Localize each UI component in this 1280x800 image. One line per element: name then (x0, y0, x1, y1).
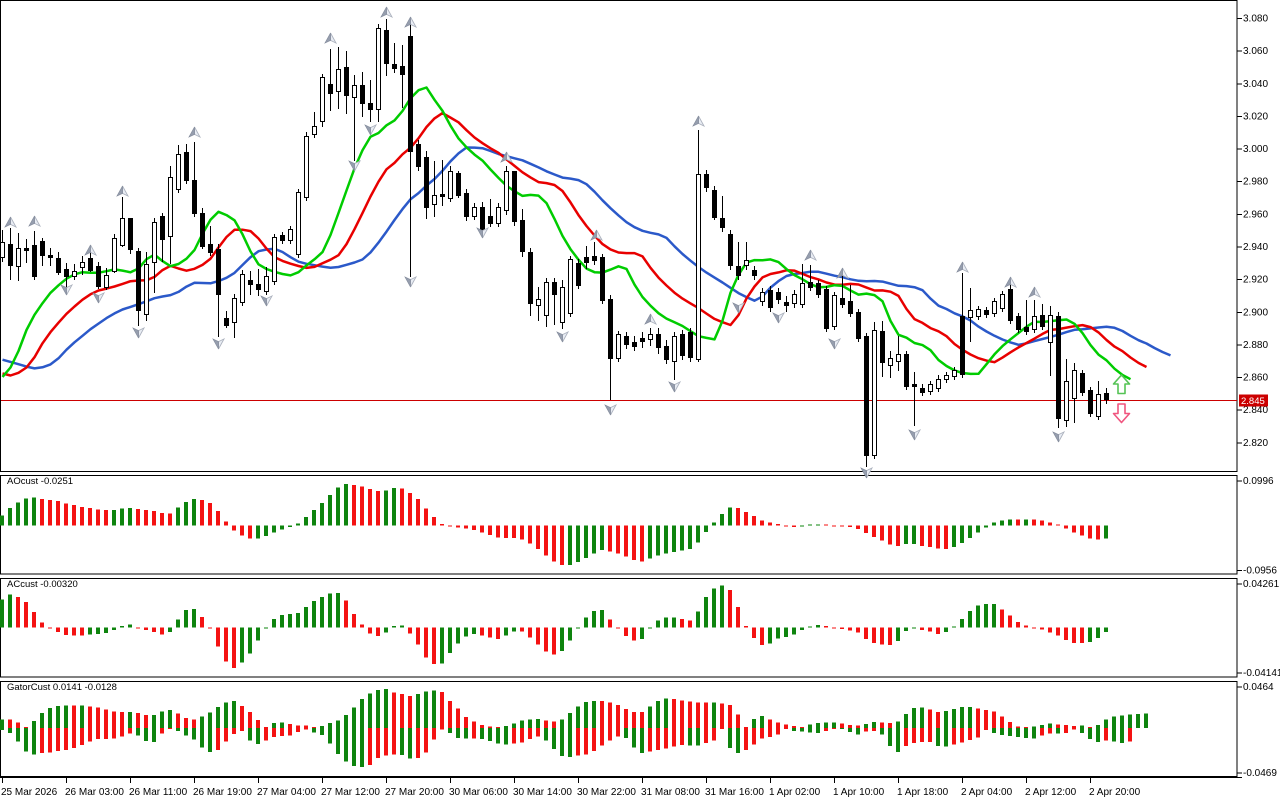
svg-text:2.820: 2.820 (1243, 438, 1268, 449)
svg-text:26 Mar 03:00: 26 Mar 03:00 (65, 787, 124, 798)
svg-text:AOcust -0.0251: AOcust -0.0251 (7, 476, 73, 487)
svg-text:2 Apr 20:00: 2 Apr 20:00 (1089, 787, 1141, 798)
svg-text:-0.0469: -0.0469 (1243, 768, 1277, 779)
svg-text:-0.0956: -0.0956 (1243, 566, 1277, 577)
svg-text:2.960: 2.960 (1243, 209, 1268, 220)
svg-text:-0.04141: -0.04141 (1243, 668, 1280, 679)
svg-text:27 Mar 20:00: 27 Mar 20:00 (385, 787, 444, 798)
svg-text:2.845: 2.845 (1241, 396, 1265, 407)
svg-text:2.920: 2.920 (1243, 275, 1268, 286)
svg-text:3.020: 3.020 (1243, 111, 1268, 122)
svg-text:3.040: 3.040 (1243, 79, 1268, 90)
svg-text:1 Apr 10:00: 1 Apr 10:00 (833, 787, 885, 798)
svg-text:31 Mar 16:00: 31 Mar 16:00 (705, 787, 764, 798)
svg-text:26 Mar 11:00: 26 Mar 11:00 (129, 787, 188, 798)
svg-text:1 Apr 18:00: 1 Apr 18:00 (897, 787, 949, 798)
svg-text:0.0996: 0.0996 (1243, 476, 1274, 487)
svg-text:31 Mar 08:00: 31 Mar 08:00 (641, 787, 700, 798)
svg-text:26 Mar 19:00: 26 Mar 19:00 (193, 787, 252, 798)
svg-text:27 Mar 04:00: 27 Mar 04:00 (257, 787, 316, 798)
svg-text:27 Mar 12:00: 27 Mar 12:00 (321, 787, 380, 798)
svg-text:0.04261: 0.04261 (1243, 579, 1280, 590)
svg-text:2.940: 2.940 (1243, 242, 1268, 253)
svg-text:30 Mar 14:00: 30 Mar 14:00 (513, 787, 572, 798)
svg-text:2 Apr 12:00: 2 Apr 12:00 (1025, 787, 1077, 798)
svg-text:30 Mar 06:00: 30 Mar 06:00 (449, 787, 508, 798)
svg-text:2.840: 2.840 (1243, 405, 1268, 416)
svg-text:3.060: 3.060 (1243, 46, 1268, 57)
svg-text:25 Mar 2026: 25 Mar 2026 (1, 787, 58, 798)
svg-text:ACcust -0.00320: ACcust -0.00320 (7, 579, 78, 590)
svg-text:3.080: 3.080 (1243, 14, 1268, 25)
svg-text:3.000: 3.000 (1243, 144, 1268, 155)
svg-text:2 Apr 04:00: 2 Apr 04:00 (961, 787, 1013, 798)
svg-text:2.980: 2.980 (1243, 177, 1268, 188)
svg-text:2.900: 2.900 (1243, 307, 1268, 318)
svg-text:2.860: 2.860 (1243, 373, 1268, 384)
svg-text:2.880: 2.880 (1243, 340, 1268, 351)
svg-text:30 Mar 22:00: 30 Mar 22:00 (577, 787, 636, 798)
svg-text:0.0464: 0.0464 (1243, 682, 1274, 693)
svg-text:1 Apr 02:00: 1 Apr 02:00 (769, 787, 821, 798)
svg-text:GatorCust 0.0141 -0.0128: GatorCust 0.0141 -0.0128 (7, 682, 117, 693)
